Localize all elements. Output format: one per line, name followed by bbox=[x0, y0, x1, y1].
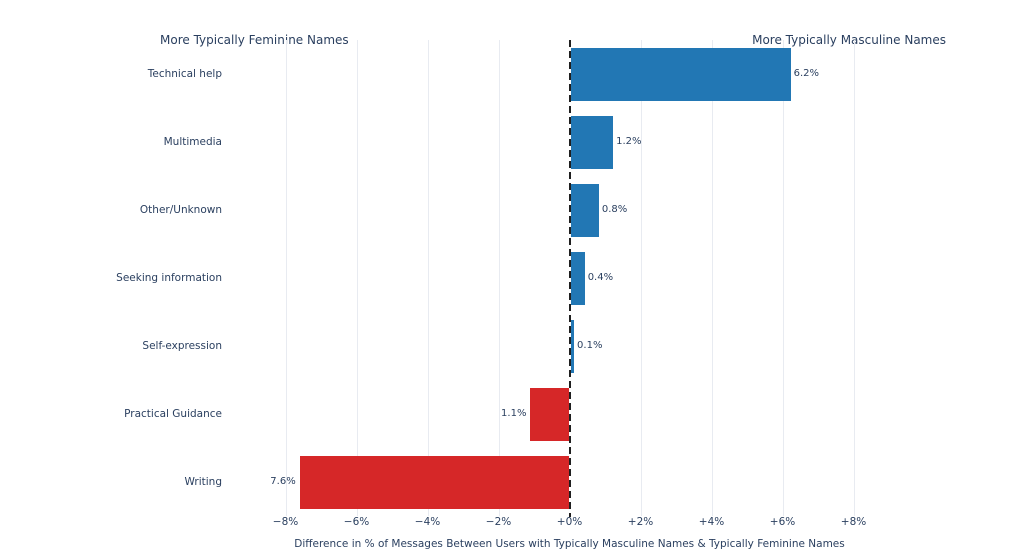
gridline bbox=[427, 40, 429, 516]
category-label: Practical Guidance bbox=[124, 407, 222, 420]
gridline bbox=[711, 40, 713, 516]
left-column-annotation: More Typically Feminine Names bbox=[160, 33, 349, 47]
x-tick-label: +6% bbox=[769, 516, 796, 528]
bar-multimedia[interactable] bbox=[570, 115, 614, 169]
gridline bbox=[356, 40, 358, 516]
bar-value-label: 6.2% bbox=[793, 68, 819, 79]
bar-value-label: 0.1% bbox=[577, 340, 603, 351]
x-tick-label: +8% bbox=[840, 516, 867, 528]
bar-other-unknown[interactable] bbox=[570, 183, 599, 237]
bar-self-expression[interactable] bbox=[570, 319, 575, 373]
gridline bbox=[782, 40, 784, 516]
gridline bbox=[285, 40, 287, 516]
bar-value-label: 0.4% bbox=[587, 272, 614, 283]
category-label: Technical help bbox=[147, 67, 222, 80]
x-tick-label: −4% bbox=[414, 516, 441, 528]
x-axis-title: Difference in % of Messages Between User… bbox=[294, 538, 845, 550]
zero-reference-line bbox=[568, 40, 571, 517]
bar-practical-guidance[interactable] bbox=[530, 387, 570, 441]
x-tick-label: +0% bbox=[556, 516, 583, 528]
plot-area: 6.2% 1.2% 0.8% 0.4% 0.1% 1.1% 7.6% bbox=[250, 40, 889, 517]
category-label: Self-expression bbox=[142, 339, 222, 352]
bar-value-label: 1.1% bbox=[501, 408, 527, 419]
x-tick-label: −8% bbox=[272, 516, 299, 528]
category-label: Seeking information bbox=[116, 271, 222, 284]
gridline bbox=[498, 40, 500, 516]
x-tick-label: +2% bbox=[627, 516, 654, 528]
gridline bbox=[640, 40, 642, 516]
bar-value-label: 1.2% bbox=[616, 136, 642, 147]
x-tick-label: −6% bbox=[343, 516, 370, 528]
category-label: Writing bbox=[184, 475, 223, 488]
bar-seeking-information[interactable] bbox=[570, 251, 585, 305]
gridline bbox=[853, 40, 855, 516]
bar-value-label: 7.6% bbox=[270, 476, 296, 487]
right-column-annotation: More Typically Masculine Names bbox=[752, 33, 946, 47]
bar-technical-help[interactable] bbox=[570, 47, 791, 101]
category-label: Multimedia bbox=[163, 135, 222, 148]
bar-writing[interactable] bbox=[299, 455, 570, 509]
bar-value-label: 0.8% bbox=[601, 204, 628, 215]
x-tick-label: −2% bbox=[485, 516, 512, 528]
x-tick-label: +4% bbox=[698, 516, 725, 528]
category-label: Other/Unknown bbox=[139, 203, 222, 216]
